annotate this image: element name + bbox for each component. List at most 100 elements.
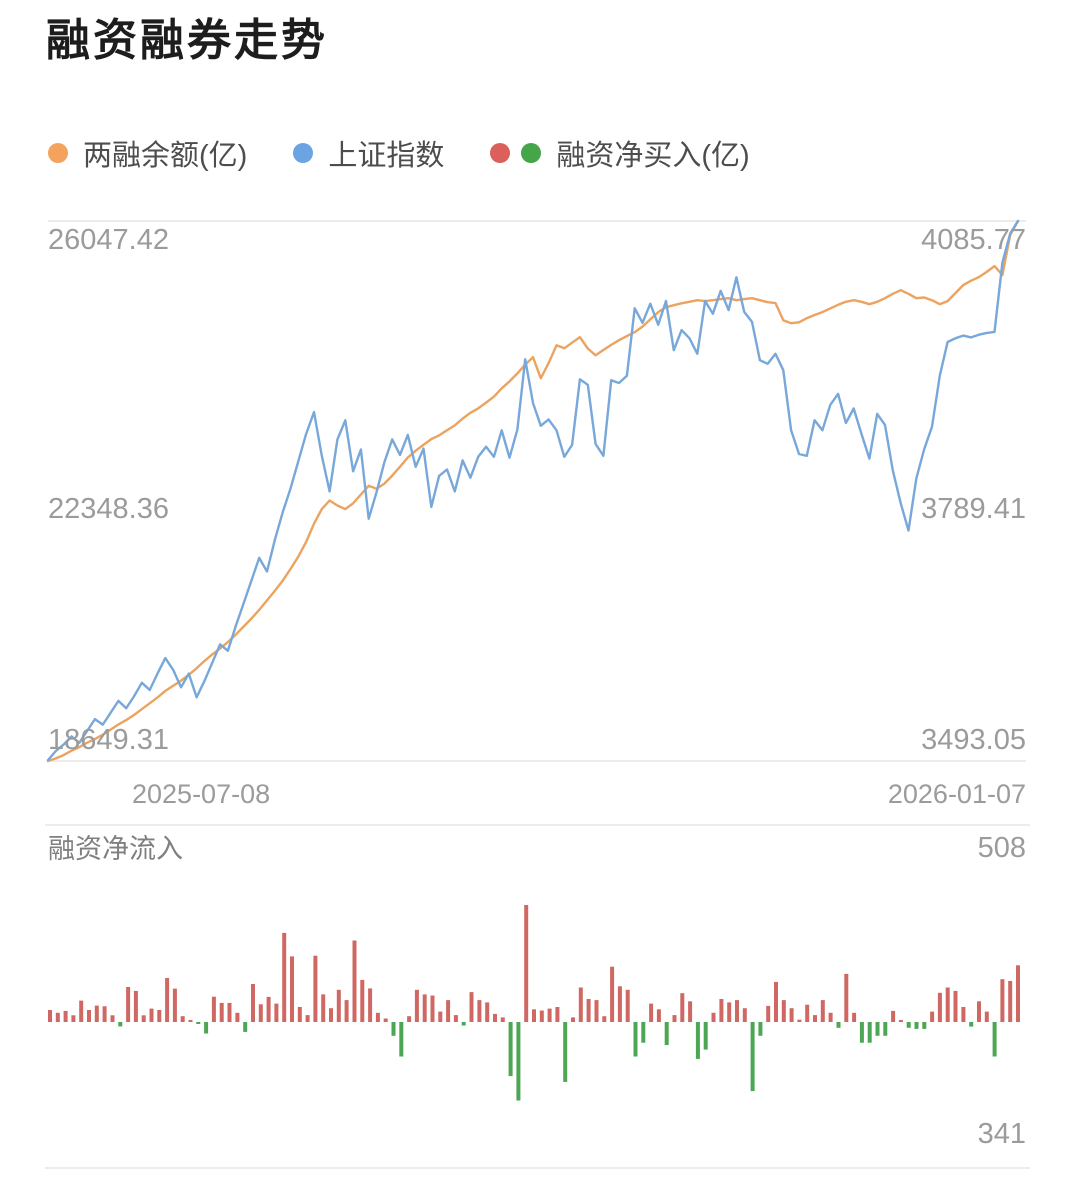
- net-buy-bar: [852, 1012, 857, 1022]
- net-buy-bar: [274, 1003, 279, 1022]
- net-buy-bar: [422, 994, 427, 1022]
- net-buy-bar: [461, 1022, 466, 1026]
- right-axis-mid-label: 3789.41: [921, 493, 1026, 525]
- net-buy-bar: [352, 940, 357, 1022]
- net-buy-bar: [414, 989, 419, 1022]
- red-dot-icon: [490, 143, 511, 163]
- net-buy-bar: [110, 1015, 115, 1022]
- bottom-divider: [45, 1167, 1030, 1169]
- right-axis-min-label: 3493.05: [921, 724, 1026, 756]
- net-buy-bar: [727, 1002, 732, 1022]
- net-buy-bar: [500, 1017, 505, 1022]
- net-buy-bar: [820, 1000, 825, 1022]
- legend-item-net-buy[interactable]: 融资净买入(亿): [490, 132, 750, 174]
- net-buy-bar: [141, 1015, 146, 1022]
- net-buy-bar: [266, 996, 271, 1022]
- net-buy-bar: [126, 987, 131, 1022]
- net-buy-bar: [688, 1001, 693, 1022]
- net-buy-bar: [321, 994, 326, 1022]
- net-buy-bar: [656, 1009, 661, 1022]
- net-buy-bar: [196, 1022, 201, 1024]
- sub-chart-min-label: 341: [977, 1118, 1026, 1150]
- net-buy-bar: [914, 1022, 919, 1029]
- net-buy-bar: [930, 1011, 935, 1022]
- net-buy-bar: [586, 999, 591, 1022]
- net-buy-bar: [977, 1001, 981, 1022]
- net-buy-bar: [219, 1002, 224, 1022]
- green-dot-icon: [521, 143, 542, 163]
- net-buy-bar: [227, 1002, 232, 1022]
- net-buy-bar: [828, 1012, 833, 1022]
- orange-dot-icon: [48, 143, 68, 163]
- legend-label: 融资净买入(亿): [556, 140, 750, 172]
- net-buy-bar: [602, 1016, 607, 1022]
- net-buy-bar: [937, 992, 942, 1023]
- main-line-chart[interactable]: [0, 215, 1074, 775]
- sub-chart-max-label: 508: [977, 832, 1026, 864]
- net-buy-bar: [516, 1022, 521, 1101]
- net-buy-bar: [695, 1022, 700, 1059]
- net-buy-bar: [63, 1010, 68, 1022]
- net-buy-bar: [680, 993, 685, 1022]
- net-buy-bar: [469, 992, 474, 1022]
- net-buy-bar: [836, 1022, 841, 1028]
- net-buy-bar: [133, 990, 138, 1022]
- net-buy-bar: [641, 1022, 646, 1043]
- net-buy-bar: [672, 1015, 677, 1022]
- net-buy-bar: [547, 1008, 552, 1022]
- net-buy-bar: [71, 1015, 76, 1022]
- net-buy-bar: [375, 1012, 380, 1022]
- net-buy-bar: [102, 1006, 107, 1022]
- right-axis-max-label: 4085.77: [921, 224, 1026, 256]
- net-buy-bar: [446, 1000, 451, 1022]
- sse-index-line: [46, 219, 1020, 762]
- net-buy-bar: [758, 1022, 763, 1036]
- net-buy-bar: [329, 1008, 333, 1022]
- net-buy-bar: [180, 1016, 185, 1022]
- net-buy-bar: [79, 1000, 84, 1022]
- left-axis-max-label: 26047.42: [48, 224, 169, 256]
- net-buy-bar: [945, 987, 950, 1022]
- net-buy-bar: [243, 1022, 248, 1032]
- net-buy-bar: [906, 1022, 911, 1028]
- left-axis-min-label: 18649.31: [48, 724, 169, 756]
- net-buy-bar: [344, 1000, 349, 1022]
- net-buy-bar: [211, 996, 216, 1022]
- net-buy-bar: [789, 1008, 794, 1022]
- net-buy-bar: [711, 1012, 716, 1022]
- net-buy-bar: [969, 1022, 974, 1027]
- net-buy-bar: [719, 999, 724, 1022]
- net-buy-bar: [805, 1004, 810, 1022]
- net-buy-bar: [750, 1022, 755, 1092]
- net-buy-bar: [477, 1000, 482, 1022]
- blue-dot-icon: [293, 143, 314, 163]
- net-buy-bar: [383, 1018, 388, 1022]
- net-buy-bar: [1000, 979, 1005, 1022]
- net-buy-bar: [305, 1015, 310, 1022]
- net-buy-bar: [532, 1009, 536, 1022]
- net-buy-bar: [563, 1022, 568, 1082]
- net-buy-bar: [922, 1022, 927, 1029]
- left-axis-mid-label: 22348.36: [48, 493, 169, 525]
- legend-item-margin-balance[interactable]: 两融余额(亿): [48, 132, 247, 174]
- net-buy-bar: [797, 1019, 802, 1022]
- net-buy-bar: [555, 1007, 560, 1022]
- net-buy-bar: [235, 1012, 240, 1022]
- section-divider: [45, 824, 1030, 826]
- net-buy-bar: [898, 1020, 903, 1022]
- x-axis-start-date: 2025-07-08: [132, 779, 271, 809]
- net-buy-bar: [188, 1020, 193, 1022]
- net-buy-bar: [625, 989, 630, 1022]
- net-buy-bar: [172, 988, 177, 1022]
- net-buy-bar: [453, 1015, 458, 1022]
- net-buy-bar: [87, 1010, 91, 1022]
- net-buy-bar: [539, 1010, 544, 1022]
- legend-item-sse-index[interactable]: 上证指数: [293, 132, 444, 174]
- net-buy-bar: [617, 986, 622, 1022]
- net-buy-bar: [48, 1010, 52, 1022]
- net-buy-bar-chart[interactable]: [0, 880, 1074, 1115]
- net-buy-bar: [735, 1000, 739, 1022]
- margin-balance-line: [46, 219, 1020, 763]
- net-buy-bar: [649, 1003, 654, 1022]
